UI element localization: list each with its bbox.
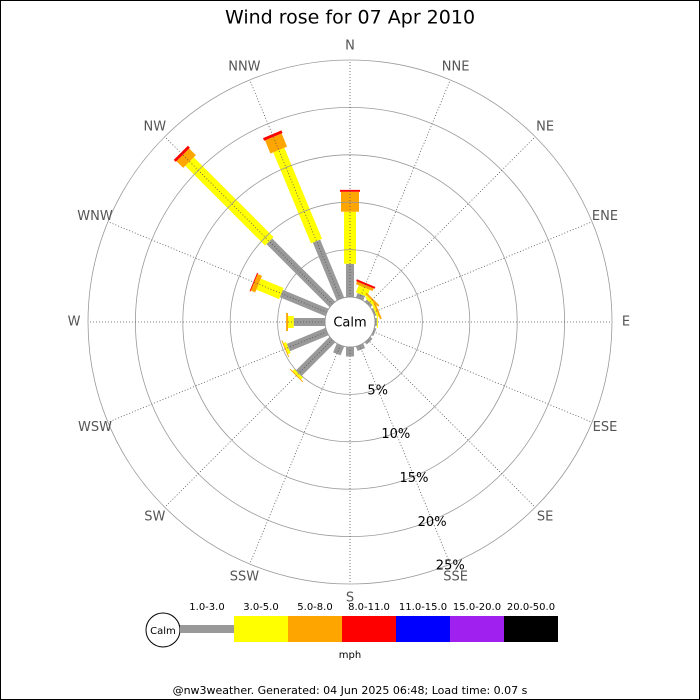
ring <box>229 201 471 443</box>
direction-label: NNW <box>228 60 260 75</box>
bar-segment <box>286 313 289 331</box>
bar-segment <box>176 148 196 168</box>
bar-segment <box>173 145 190 162</box>
direction-label: SE <box>537 510 553 525</box>
ring <box>277 249 423 395</box>
bar-segment <box>364 336 373 345</box>
legend-swatch <box>288 616 342 642</box>
legend-swatch <box>504 616 558 642</box>
direction-label: N <box>345 39 355 54</box>
bar-segment <box>249 272 259 292</box>
bar-segment <box>373 301 382 320</box>
direction-label: WNW <box>77 209 113 224</box>
legend-label: 15.0-20.0 <box>453 602 501 613</box>
direction-label: NE <box>536 119 554 134</box>
spoke <box>359 344 451 565</box>
spoke <box>372 221 593 313</box>
direction-label: SSE <box>443 569 468 584</box>
legend-swatch <box>180 625 234 633</box>
bar-segment <box>372 305 379 318</box>
ring <box>182 154 518 490</box>
direction-label: NW <box>144 119 167 134</box>
spoke <box>367 136 536 305</box>
ring-label: 10% <box>381 427 410 442</box>
chart-title: Wind rose for 07 Apr 2010 <box>225 7 475 29</box>
spoke <box>359 79 451 300</box>
spoke <box>249 79 341 300</box>
bar-segment <box>262 130 283 141</box>
spoke <box>164 339 333 508</box>
bar-segment <box>346 263 354 297</box>
bar-segment <box>340 189 360 192</box>
direction-label: NNE <box>442 60 470 75</box>
ring-label: 15% <box>400 471 429 486</box>
bar-segment <box>283 341 291 355</box>
ring <box>87 59 613 585</box>
bar-segment <box>286 327 329 352</box>
spoke <box>249 344 341 565</box>
spoke <box>367 339 536 508</box>
spoke <box>164 136 333 305</box>
calm-circle <box>324 296 376 348</box>
bar-segment <box>365 296 376 307</box>
ring-label: 5% <box>367 383 388 398</box>
bar-segment <box>344 211 356 264</box>
spoke <box>107 331 328 423</box>
direction-label: SW <box>144 510 165 525</box>
ring-label: 20% <box>418 515 447 530</box>
legend-label: 8.0-11.0 <box>348 602 390 613</box>
legend-calm-label: Calm <box>150 626 176 637</box>
bar-segment <box>250 274 263 293</box>
bar-segment <box>355 281 374 291</box>
calm-label: Calm <box>333 316 366 331</box>
ring-label: 25% <box>436 559 465 574</box>
direction-label: SSW <box>230 569 260 584</box>
legend-swatch <box>234 616 288 642</box>
direction-label: ESE <box>593 420 618 435</box>
direction-label: W <box>68 315 81 330</box>
legend-label: 3.0-5.0 <box>243 602 278 613</box>
bar-segment <box>364 299 373 308</box>
direction-label: WSW <box>78 420 112 435</box>
bar-segment <box>376 316 378 328</box>
legend-label: 11.0-15.0 <box>399 602 447 613</box>
spoke <box>372 331 593 423</box>
bar-segment <box>356 279 376 289</box>
legend-swatch <box>396 616 450 642</box>
bar-segment <box>355 292 366 301</box>
bar-segment <box>256 278 284 300</box>
bar-segment <box>333 343 345 356</box>
legend-swatch <box>342 616 396 642</box>
bar-segment <box>355 343 366 352</box>
direction-label: S <box>346 591 354 606</box>
legend-swatch <box>450 616 504 642</box>
legend-label: 1.0-3.0 <box>189 602 224 613</box>
legend-label: 5.0-8.0 <box>297 602 332 613</box>
legend-unit: mph <box>339 650 361 661</box>
bar-segment <box>346 347 354 357</box>
spoke <box>107 221 328 313</box>
direction-label: ENE <box>592 209 618 224</box>
bar-segment <box>312 239 345 301</box>
legend-label: 20.0-50.0 <box>507 602 555 613</box>
bar-segment <box>266 238 336 308</box>
footer: @nw3weather. Generated: 04 Jun 2025 06:4… <box>173 684 528 697</box>
bar-segment <box>289 368 304 383</box>
bar-segment <box>288 316 294 328</box>
bar-segment <box>341 191 359 212</box>
direction-label: E <box>622 315 630 330</box>
